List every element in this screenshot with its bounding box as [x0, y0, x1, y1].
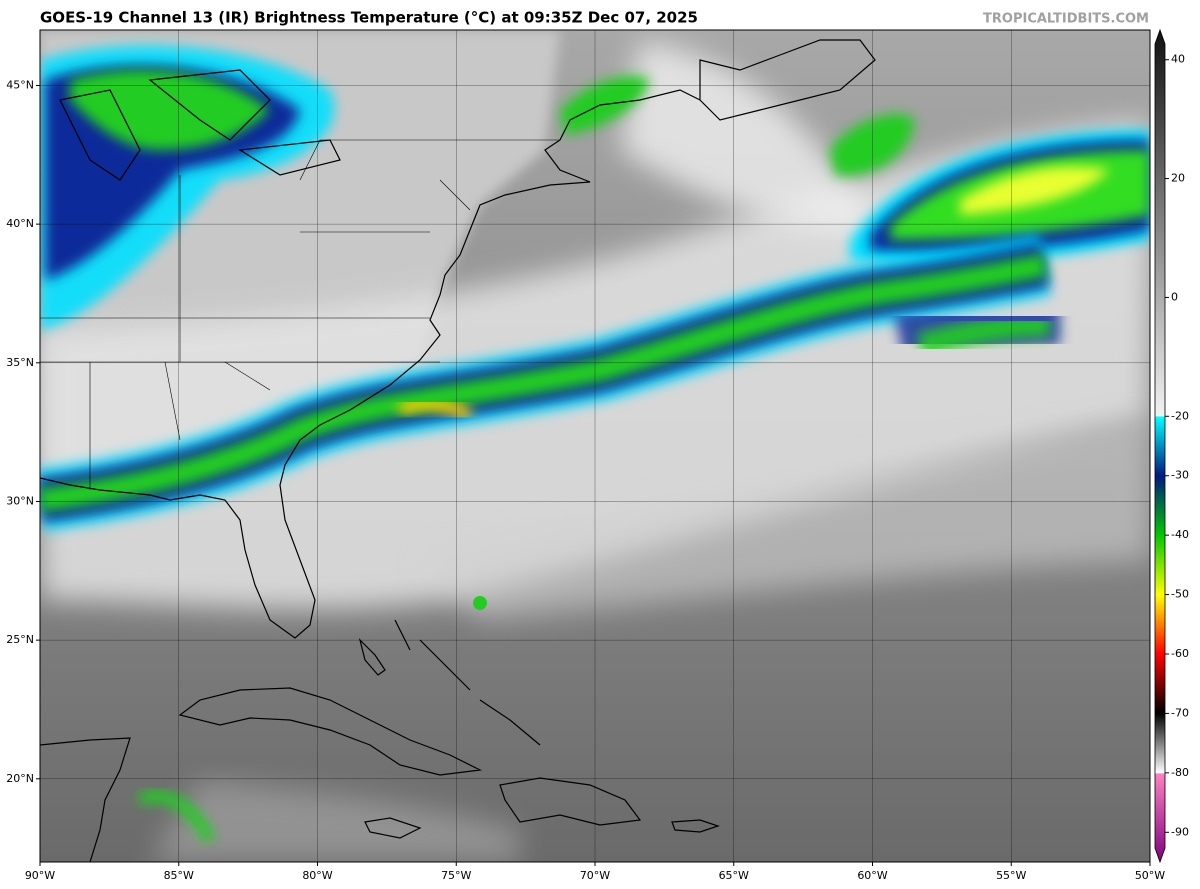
lon-label: 80°W	[302, 869, 332, 882]
colorbar-label: 20	[1171, 172, 1185, 185]
colorbar-label: -90	[1171, 825, 1189, 838]
credit: TROPICALTIDBITS.COM	[983, 12, 1149, 27]
colorbar-label: -30	[1171, 469, 1189, 482]
colorbar-label: -50	[1171, 588, 1189, 601]
lon-label: 85°W	[164, 869, 194, 882]
lon-label: 75°W	[441, 869, 471, 882]
lat-label: 25°N	[6, 633, 34, 646]
lat-label: 40°N	[6, 217, 34, 230]
lat-label: 45°N	[6, 78, 34, 91]
colorbar-label: -40	[1171, 528, 1189, 541]
lon-label: 55°W	[996, 869, 1026, 882]
lon-label: 65°W	[719, 869, 749, 882]
map-title: GOES-19 Channel 13 (IR) Brightness Tempe…	[40, 9, 698, 27]
colorbar-label: -60	[1171, 647, 1189, 660]
colorbar-label: -80	[1171, 766, 1189, 779]
lat-label: 30°N	[6, 494, 34, 507]
axis-labels: 45°N 40°N 35°N 30°N 25°N 20°N 90°W 85°W 80°W 75°W…	[6, 78, 1165, 882]
lat-label: 35°N	[6, 356, 34, 369]
colorbar-label: 0	[1171, 290, 1178, 303]
colorbar-label: -70	[1171, 706, 1189, 719]
lon-label: 70°W	[580, 869, 610, 882]
colorbar-scale	[1154, 28, 1166, 864]
lat-label: 20°N	[6, 772, 34, 785]
colorbar: 40 20 0 -20 -30 -40 -50 -60 -70 -80 -90	[1154, 28, 1189, 864]
lon-label: 60°W	[857, 869, 887, 882]
colorbar-label: 40	[1171, 53, 1185, 66]
colorbar-label: -20	[1171, 409, 1189, 422]
lon-label: 50°W	[1135, 869, 1165, 882]
graticule	[39, 30, 1151, 862]
lon-label: 90°W	[25, 869, 55, 882]
